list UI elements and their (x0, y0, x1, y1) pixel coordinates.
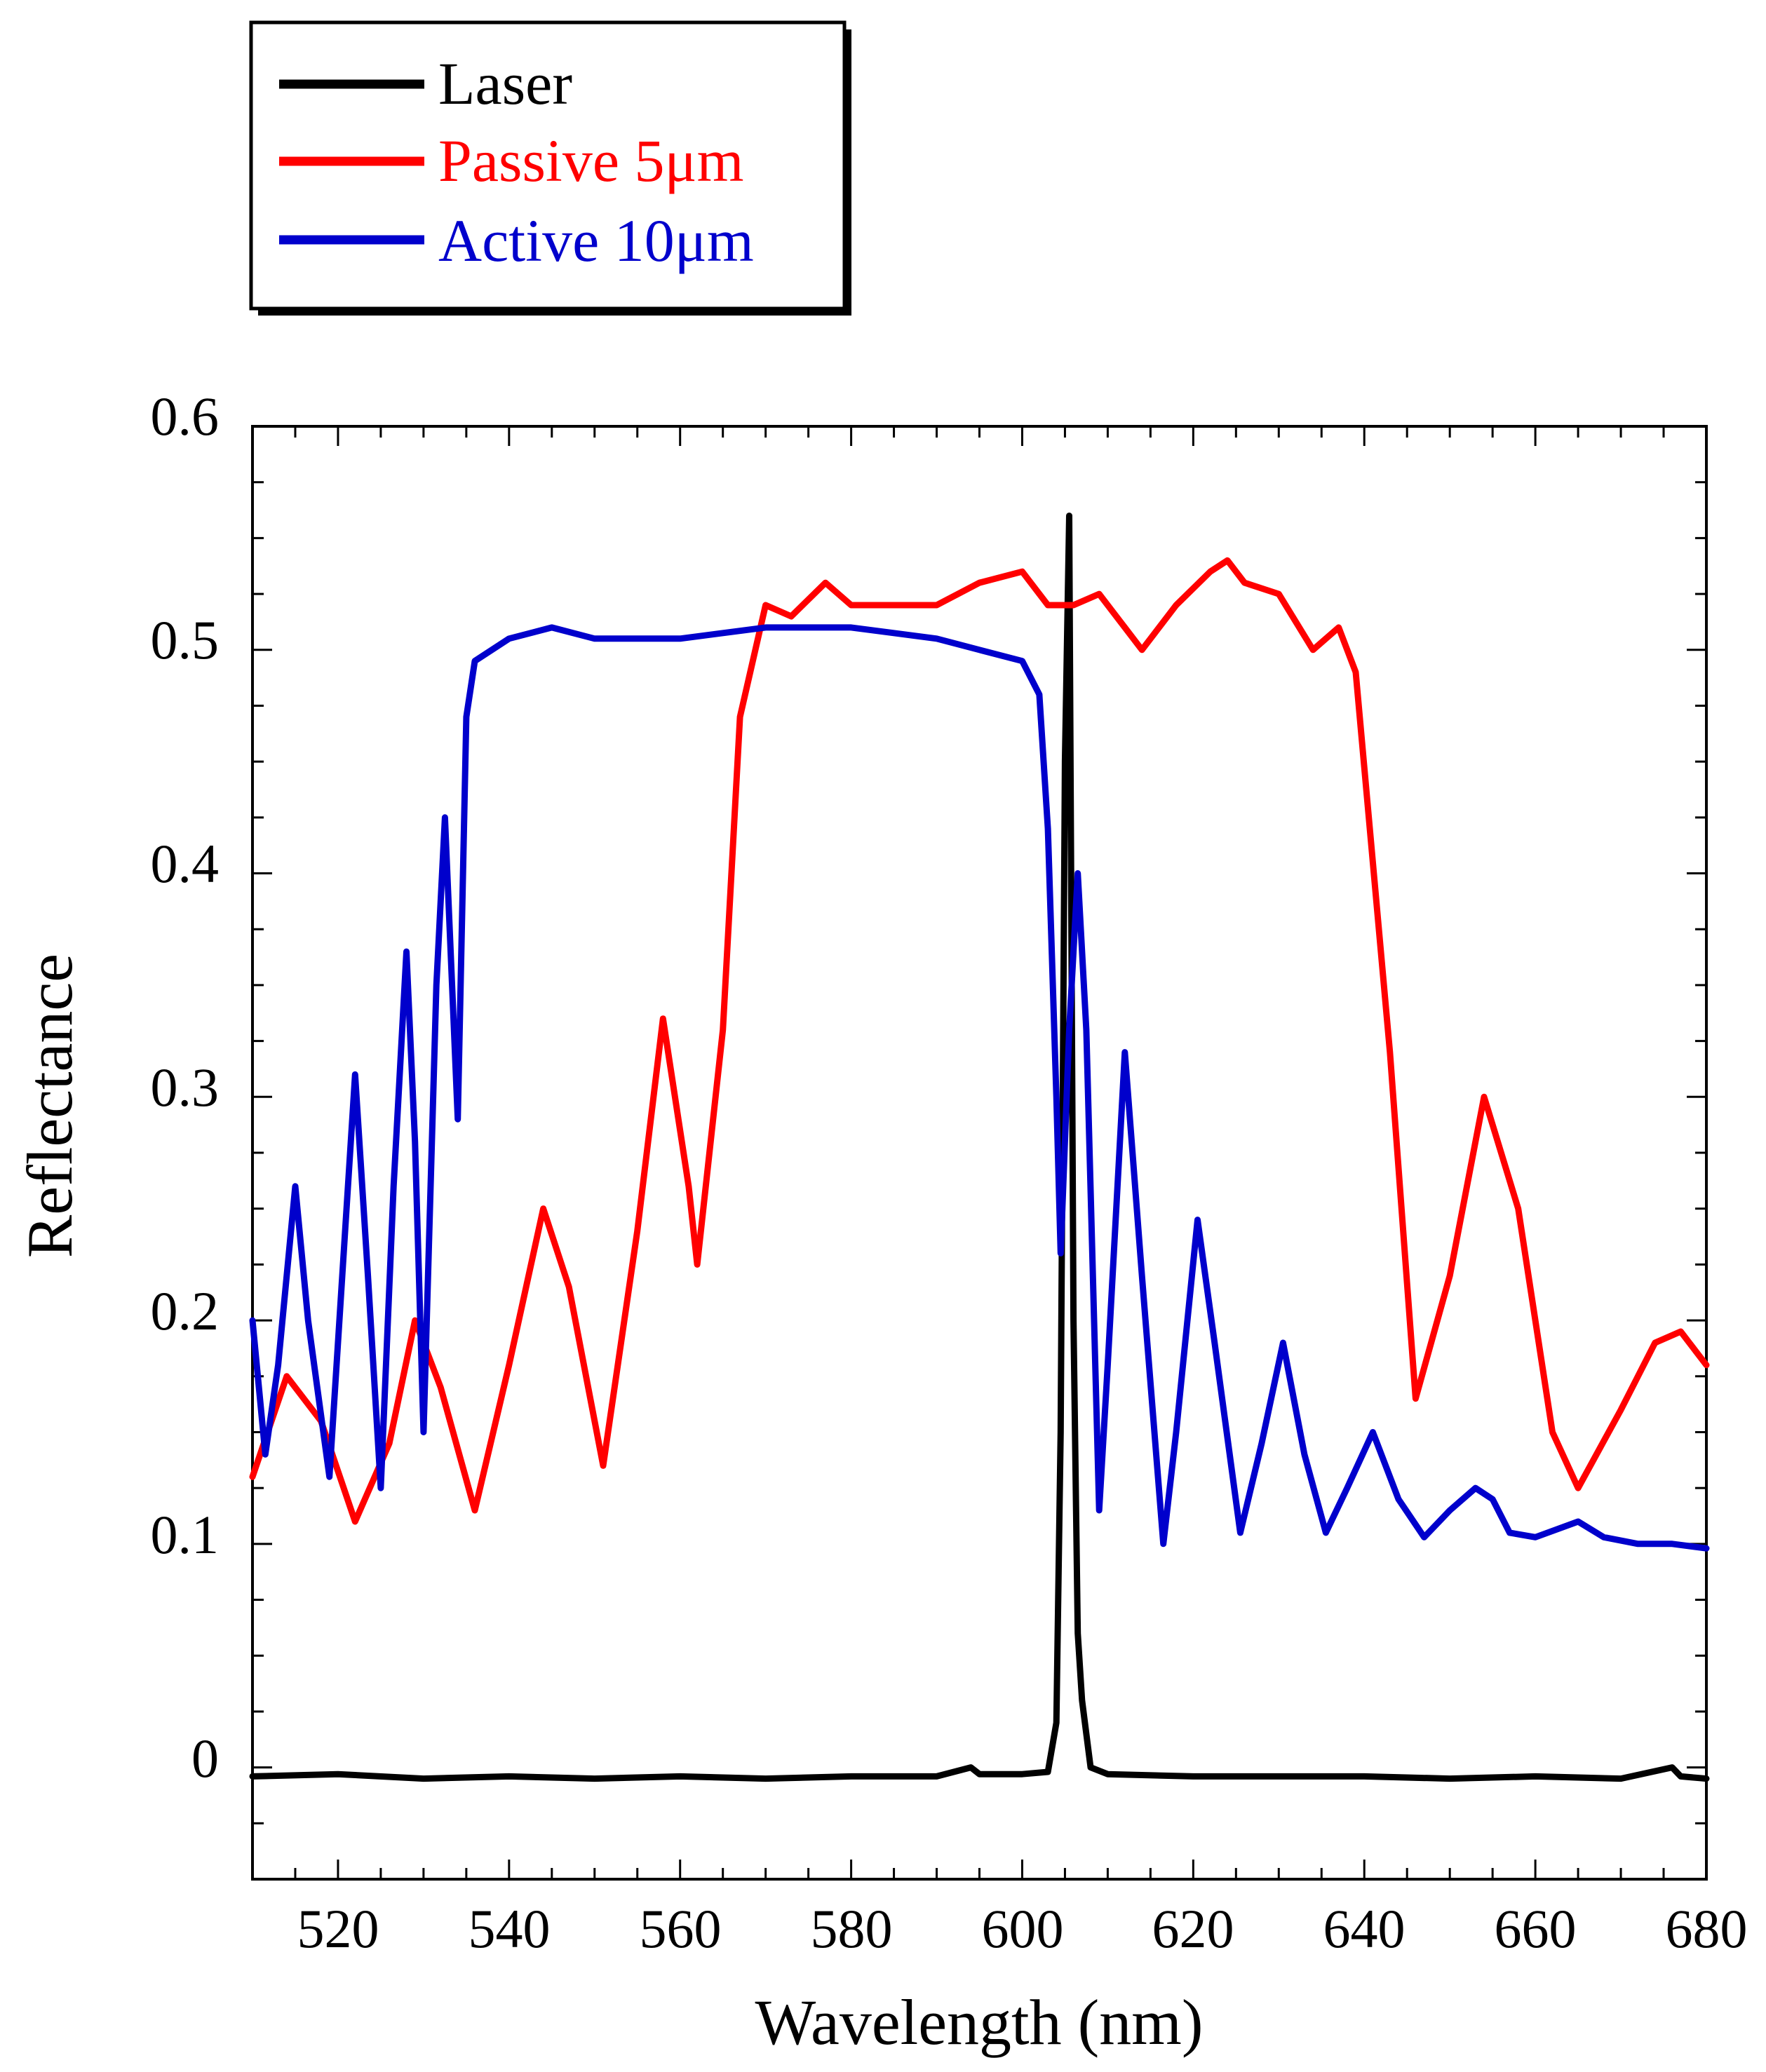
y-tick-labels: 0 0.1 0.2 0.3 0.4 0.5 0.6 (151, 386, 220, 1789)
x-tick-label-540: 540 (469, 1898, 551, 1959)
y-tick-label-0.3: 0.3 (151, 1057, 220, 1118)
legend-label-passive: Passive 5μm (438, 127, 744, 194)
x-tick-label-560: 560 (640, 1898, 722, 1959)
x-tick-label-620: 620 (1152, 1898, 1234, 1959)
x-tick-labels: 520 540 560 580 600 620 640 660 680 (297, 1898, 1748, 1959)
x-axis-label: Wavelength (nm) (755, 1986, 1204, 2058)
x-tick-label-580: 580 (811, 1898, 893, 1959)
x-tick-label-600: 600 (982, 1898, 1064, 1959)
series-active-10um-line (249, 624, 1710, 1552)
series-laser-line (249, 513, 1710, 1782)
series-group (249, 513, 1710, 1782)
axis-ticks (252, 426, 1706, 1879)
legend: Laser Passive 5μm Active 10μm (249, 20, 851, 316)
x-tick-label-520: 520 (297, 1898, 379, 1959)
x-tick-label-680: 680 (1666, 1898, 1748, 1959)
x-tick-label-640: 640 (1323, 1898, 1406, 1959)
x-tick-label-660: 660 (1495, 1898, 1577, 1959)
y-tick-label-0: 0 (191, 1728, 219, 1789)
series-passive-5um-line (249, 557, 1710, 1525)
legend-label-laser: Laser (438, 50, 572, 117)
y-axis-label: Reflectance (14, 954, 86, 1258)
y-tick-label-0.1: 0.1 (151, 1504, 220, 1565)
y-tick-label-0.5: 0.5 (151, 609, 220, 670)
y-tick-label-0.4: 0.4 (151, 833, 220, 894)
y-tick-label-0.6: 0.6 (151, 386, 220, 447)
plot-frame (251, 425, 1708, 1881)
legend-label-active: Active 10μm (438, 207, 754, 274)
y-tick-label-0.2: 0.2 (151, 1280, 220, 1341)
